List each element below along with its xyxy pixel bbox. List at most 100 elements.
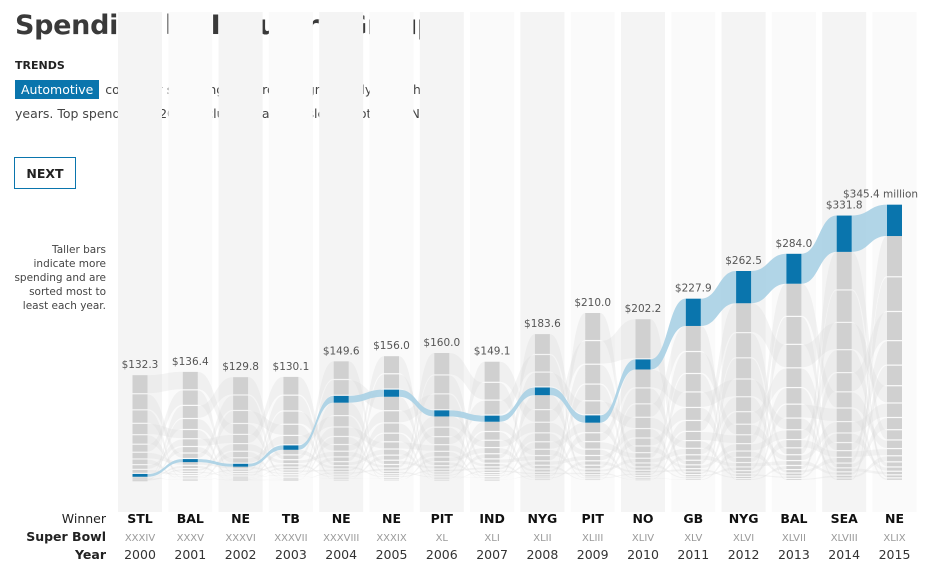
industry-segment — [132, 479, 148, 480]
gray-ribbon — [449, 451, 485, 480]
industry-segment — [786, 461, 802, 465]
gray-ribbon — [248, 436, 284, 463]
industry-segment — [736, 435, 752, 444]
industry-segment — [132, 479, 148, 481]
automotive-bar[interactable] — [132, 473, 148, 477]
gray-ribbon — [248, 464, 284, 473]
automotive-ribbon — [399, 389, 435, 417]
automotive-bar[interactable] — [786, 253, 802, 284]
automotive-bar[interactable] — [333, 395, 349, 403]
industry-segment — [384, 442, 399, 449]
industry-segment — [132, 459, 148, 465]
gray-ribbon — [600, 472, 636, 480]
industry-segment — [635, 429, 651, 438]
industry-segment — [585, 465, 601, 469]
automotive-bar[interactable] — [434, 410, 450, 417]
industry-tag[interactable]: Automotive — [15, 80, 100, 99]
gray-ribbon — [147, 478, 183, 481]
gray-ribbon — [700, 455, 737, 467]
industry-segment — [786, 283, 802, 316]
industry-segment — [534, 449, 550, 455]
gray-ribbon — [700, 325, 737, 480]
automotive-bar[interactable] — [484, 415, 500, 422]
industry-segment — [233, 411, 249, 423]
gray-ribbon — [399, 396, 435, 474]
gray-ribbon — [801, 433, 837, 478]
industry-segment — [182, 474, 198, 475]
total-label: $149.1 — [474, 346, 511, 358]
gray-ribbon — [449, 454, 485, 476]
industry-segment — [182, 469, 198, 471]
industry-segment — [887, 471, 902, 475]
industry-segment — [333, 402, 349, 416]
automotive-bar[interactable] — [585, 415, 601, 423]
super-bowl-label: XLVI — [733, 533, 754, 544]
industry-segment — [283, 411, 299, 424]
industry-segment — [635, 453, 651, 458]
automotive-bar[interactable] — [736, 271, 752, 304]
gray-ribbon — [248, 444, 284, 464]
gray-ribbon — [248, 411, 284, 479]
gray-ribbon — [751, 466, 787, 480]
gray-ribbon — [851, 365, 887, 475]
automotive-bar[interactable] — [836, 215, 852, 252]
automotive-bar[interactable] — [384, 389, 399, 397]
gray-ribbon — [449, 421, 485, 469]
gray-ribbon — [399, 427, 435, 476]
industry-segment — [585, 477, 601, 479]
total-label: $132.3 — [122, 359, 159, 371]
industry-segment — [182, 477, 198, 479]
gray-ribbon — [851, 290, 887, 478]
industry-segment — [484, 440, 500, 447]
industry-segment — [887, 277, 902, 311]
industry-segment — [534, 465, 550, 469]
automotive-bar[interactable] — [182, 459, 198, 463]
industry-segment — [434, 394, 450, 410]
automotive-bar[interactable] — [534, 387, 550, 396]
super-bowl-label: XXXVIII — [323, 533, 359, 544]
gray-ribbon — [147, 371, 183, 394]
industry-segment — [585, 401, 601, 415]
automotive-bar[interactable] — [887, 204, 902, 237]
industry-segment — [786, 418, 802, 430]
industry-segment — [434, 457, 450, 462]
gray-ribbon — [549, 456, 586, 465]
industry-segment — [132, 394, 148, 410]
industry-segment — [182, 462, 198, 465]
gray-ribbon — [600, 319, 636, 364]
automotive-bar[interactable] — [685, 298, 701, 326]
automotive-bar[interactable] — [635, 359, 651, 370]
gray-ribbon — [499, 395, 535, 475]
industry-segment — [233, 477, 249, 478]
gray-ribbon — [147, 475, 183, 480]
gray-ribbon — [549, 334, 586, 449]
automotive-bar[interactable] — [233, 463, 249, 467]
industry-segment — [887, 312, 902, 341]
gray-ribbon — [549, 372, 586, 415]
gray-ribbon — [600, 449, 636, 479]
industry-segment — [836, 472, 852, 475]
automotive-bar[interactable] — [283, 445, 299, 450]
industry-segment — [786, 455, 802, 460]
industry-segment — [283, 476, 299, 478]
gray-ribbon — [499, 422, 535, 447]
gray-ribbon — [348, 416, 384, 480]
winner-label: GB — [683, 511, 703, 526]
super-bowl-label: XLIII — [582, 533, 603, 544]
gray-ribbon — [248, 474, 284, 478]
gray-ribbon — [348, 411, 384, 451]
gray-ribbon — [399, 471, 435, 478]
gray-ribbon — [700, 467, 737, 477]
industry-segment — [333, 479, 349, 481]
next-button[interactable]: NEXT — [14, 157, 76, 189]
gray-ribbon — [399, 356, 435, 479]
gray-ribbon — [147, 435, 183, 473]
industry-segment — [283, 464, 299, 467]
industry-segment — [333, 472, 349, 474]
gray-ribbon — [298, 464, 334, 478]
industry-segment — [132, 476, 148, 478]
winner-label: STL — [127, 511, 153, 526]
industry-segment — [836, 373, 852, 392]
gray-ribbon — [499, 372, 535, 459]
year-row-label: Year — [74, 547, 107, 562]
